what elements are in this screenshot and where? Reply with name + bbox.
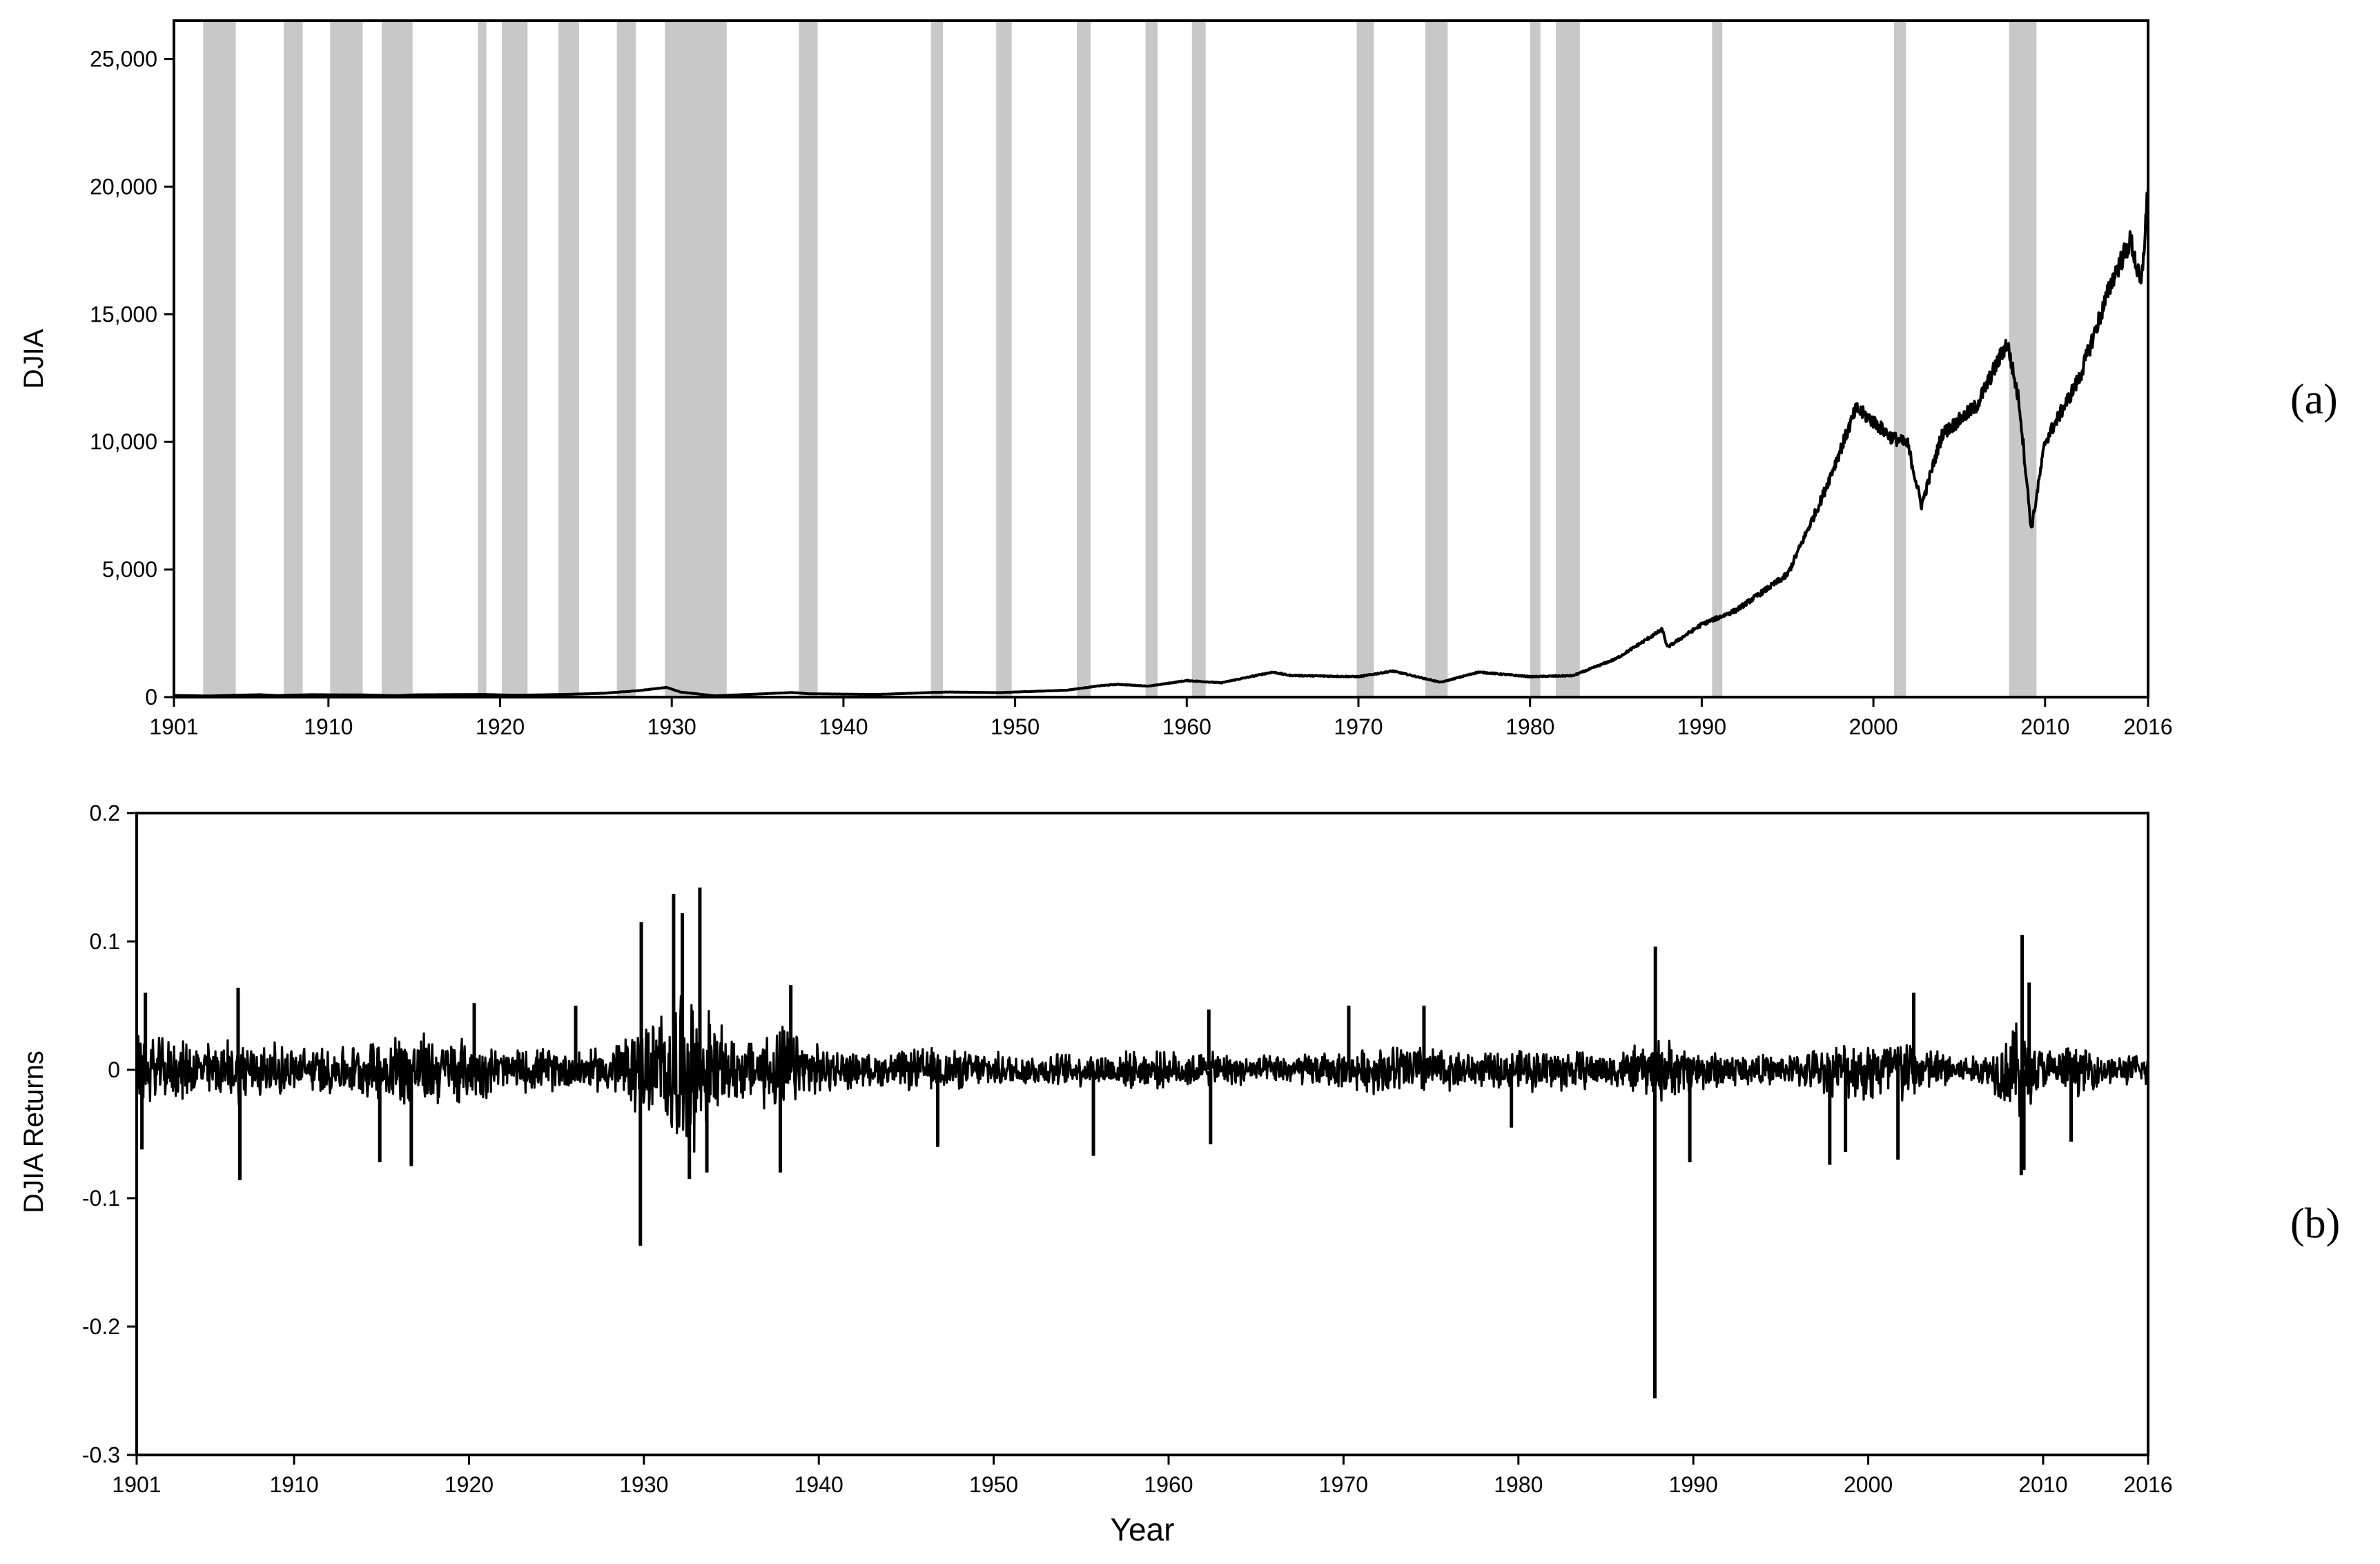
recession-band-6 (558, 21, 579, 697)
recession-band-14 (1191, 21, 1206, 697)
x-tick-label-a-1930: 1930 (647, 714, 696, 739)
x-tick-label-b-2000: 2000 (1844, 1472, 1893, 1497)
panel-label-b: (b) (2290, 1200, 2341, 1247)
djia-returns-series (135, 887, 2149, 1399)
recession-band-15 (1356, 21, 1374, 697)
recession-band-3 (381, 21, 413, 697)
recession-band-18 (1556, 21, 1580, 697)
x-tick-label-a-2000: 2000 (1849, 714, 1898, 739)
x-tick-label-b-1940: 1940 (794, 1472, 843, 1497)
recession-band-10 (930, 21, 944, 697)
x-tick-label-b-2016: 2016 (2123, 1472, 2172, 1497)
x-tick-label-b-1920: 1920 (445, 1472, 494, 1497)
x-tick-label-a-2016: 2016 (2123, 714, 2172, 739)
recession-band-0 (203, 21, 236, 697)
x-tick-label-b-1930: 1930 (619, 1472, 668, 1497)
recession-band-7 (616, 21, 636, 697)
recession-band-4 (478, 21, 487, 697)
x-tick-label-a-1960: 1960 (1162, 714, 1211, 739)
x-tick-label-b-1970: 1970 (1319, 1472, 1368, 1497)
plot-frame-b (135, 812, 2149, 1456)
recession-band-20 (1893, 21, 1906, 697)
y-axis-a: 0 5,000 10,000 15,000 20,000 25,000 (90, 46, 174, 710)
y-axis-b: -0.3 -0.2 -0.1 0 0.1 0.2 (82, 801, 137, 1467)
recession-band-17 (1530, 21, 1541, 697)
x-axis-b: 1901 1910 1920 1930 1940 1950 1960 1970 1980 1990… (112, 1455, 2173, 1497)
x-tick-label-a-1970: 1970 (1334, 714, 1383, 739)
plot-frame-a (173, 19, 2149, 698)
y-tick-label-a-10,000: 10,000 (90, 429, 157, 454)
y-tick-label-b-0: 0 (108, 1057, 120, 1082)
x-tick-label-a-1910: 1910 (304, 714, 353, 739)
recession-band-16 (1425, 21, 1448, 697)
y-tick-label-a-5,000: 5,000 (102, 557, 157, 582)
x-tick-label-a-1901: 1901 (149, 714, 198, 739)
x-tick-label-a-1940: 1940 (819, 714, 868, 739)
x-tick-label-b-1901: 1901 (112, 1472, 161, 1497)
x-axis-a: 1901 1910 1920 1930 1940 1950 1960 1970 1980 1990… (149, 697, 2173, 739)
panel-label-a: (a) (2290, 376, 2338, 423)
recession-band-8 (665, 21, 727, 697)
djia-line-series (173, 188, 2149, 698)
y-tick-label-a-15,000: 15,000 (90, 302, 157, 326)
y-tick-label-a-0: 0 (145, 685, 157, 710)
djia-price-line (173, 188, 2149, 698)
y-tick-label-a-20,000: 20,000 (90, 174, 157, 199)
x-tick-label-b-2010: 2010 (2018, 1472, 2067, 1497)
x-tick-label-a-1950: 1950 (991, 714, 1040, 739)
recession-band-1 (284, 21, 303, 697)
recession-band-5 (502, 21, 528, 697)
x-tick-label-b-1990: 1990 (1669, 1472, 1718, 1497)
recession-band-9 (799, 21, 818, 697)
x-tick-label-b-1980: 1980 (1494, 1472, 1543, 1497)
x-axis-title-b: Year (1111, 1512, 1175, 1547)
x-tick-label-b-1960: 1960 (1144, 1472, 1193, 1497)
panel-a: 1901 1910 1920 1930 1940 1950 1960 1970 1980 1990… (19, 19, 2173, 739)
x-tick-label-b-1910: 1910 (269, 1472, 318, 1497)
recession-band-13 (1145, 21, 1158, 697)
y-axis-title-a: DJIA (19, 329, 49, 389)
returns-line (135, 995, 2149, 1153)
recession-shading (203, 21, 2037, 697)
x-tick-label-a-1920: 1920 (476, 714, 525, 739)
recession-band-19 (1712, 21, 1723, 697)
recession-band-11 (996, 21, 1012, 697)
y-tick-label-b-0.2: 0.2 (90, 801, 120, 825)
y-tick-label-a-25,000: 25,000 (90, 46, 157, 71)
y-tick-label-b--0.2: -0.2 (82, 1314, 120, 1339)
recession-band-2 (330, 21, 363, 697)
x-tick-label-b-1950: 1950 (969, 1472, 1018, 1497)
x-tick-label-a-1980: 1980 (1505, 714, 1554, 739)
y-tick-label-b-0.1: 0.1 (90, 929, 120, 954)
x-tick-label-a-1990: 1990 (1677, 714, 1726, 739)
recession-band-21 (2009, 21, 2037, 697)
x-tick-label-a-2010: 2010 (2020, 714, 2069, 739)
y-tick-label-b--0.3: -0.3 (82, 1443, 120, 1467)
y-tick-label-b--0.1: -0.1 (82, 1186, 120, 1211)
y-axis-title-b: DJIA Returns (19, 1050, 49, 1213)
recession-band-12 (1077, 21, 1091, 697)
panel-b: 1901 1910 1920 1930 1940 1950 1960 1970 1980 1990… (19, 801, 2173, 1547)
